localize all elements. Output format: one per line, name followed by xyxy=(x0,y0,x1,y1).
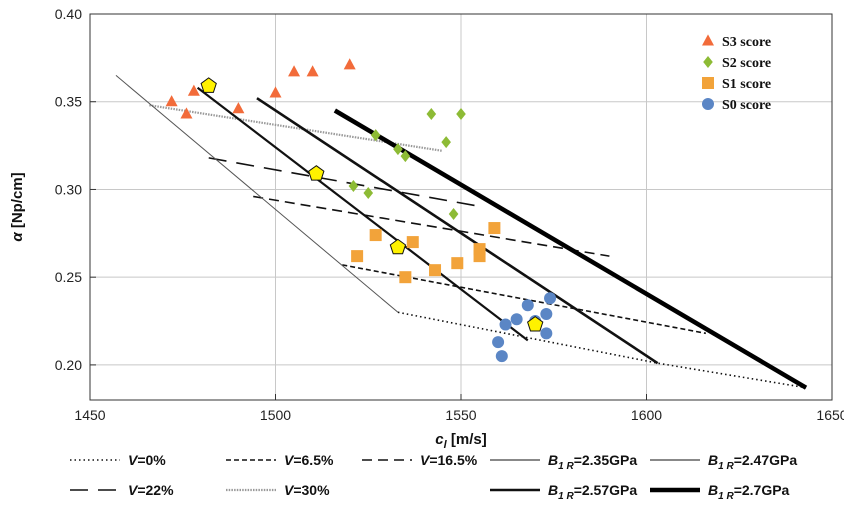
legend-entry: V=30% xyxy=(284,482,330,498)
data-points xyxy=(165,58,557,363)
legend-entry: B1 R=2.47GPa xyxy=(708,452,797,472)
x-tick-label: 1500 xyxy=(260,407,291,423)
data-point-triangle xyxy=(165,95,178,107)
series-line xyxy=(196,86,529,342)
series-line xyxy=(397,311,807,389)
data-point-diamond xyxy=(456,108,466,121)
legend-entry: V=6.5% xyxy=(284,452,334,468)
data-point-square xyxy=(351,250,364,263)
data-point-triangle xyxy=(187,84,200,96)
y-tick-label: 0.40 xyxy=(55,6,82,22)
y-axis-label: α [Np/cm] xyxy=(9,172,26,241)
x-tick-label: 1450 xyxy=(74,407,105,423)
legend-entry: B1 R=2.35GPa xyxy=(548,452,637,472)
data-point-diamond xyxy=(348,179,359,192)
highlight-point xyxy=(389,238,407,255)
series-line xyxy=(253,195,610,257)
data-point-square xyxy=(429,264,442,277)
data-point-triangle xyxy=(232,102,245,114)
data-point-diamond xyxy=(441,136,451,149)
data-point-triangle xyxy=(343,58,356,70)
tick-labels: 1450 1500 1550 1600 1650 0.20 0.25 0.30 0.35 0.40 xyxy=(55,6,844,423)
legend-label: S1 score xyxy=(722,77,771,92)
series-line xyxy=(256,97,659,365)
x-tick-label: 1650 xyxy=(816,407,844,423)
data-point-triangle xyxy=(306,65,319,77)
data-point-square xyxy=(406,236,419,249)
legend-entry: B1 R=2.7GPa xyxy=(708,482,790,502)
data-point-triangle xyxy=(288,65,301,77)
data-point-circle xyxy=(510,313,523,326)
highlight-point xyxy=(308,165,325,181)
highlight-point xyxy=(527,315,544,332)
y-tick-label: 0.35 xyxy=(55,94,82,110)
data-point-circle xyxy=(521,299,534,312)
data-point-circle xyxy=(540,308,553,321)
data-point-diamond xyxy=(370,129,381,142)
legend-label: S0 score xyxy=(722,98,771,113)
data-point-circle xyxy=(495,350,508,363)
y-tick-label: 0.25 xyxy=(55,269,82,285)
data-point-diamond xyxy=(448,208,459,221)
data-point-circle xyxy=(540,327,553,340)
data-point-diamond xyxy=(363,186,374,199)
series-line xyxy=(115,75,399,313)
data-point-square xyxy=(451,257,464,270)
legend: S3 score S2 score S1 score S0 score xyxy=(702,34,771,113)
legend-marker xyxy=(702,98,714,110)
series-line xyxy=(208,157,484,208)
highlight-point xyxy=(200,77,217,93)
x-axis-label: cl [m/s] xyxy=(435,431,486,451)
legend-marker xyxy=(702,77,714,89)
legend-entry: B1 R=2.57GPa xyxy=(548,482,637,502)
legend-entry: V=0% xyxy=(128,452,166,468)
data-point-diamond xyxy=(393,143,403,156)
data-point-circle xyxy=(544,292,557,305)
series-line xyxy=(333,108,808,390)
data-point-square xyxy=(399,271,412,284)
bottom-legend: V=0% V=6.5% V=16.5% B1 R=2.35GPa B1 R=2.47GP… xyxy=(70,452,797,502)
data-point-triangle xyxy=(180,107,193,119)
data-point-circle xyxy=(492,336,505,349)
series-line xyxy=(342,264,707,335)
data-point-square xyxy=(369,229,382,242)
legend-label: S2 score xyxy=(722,56,771,71)
grid xyxy=(89,13,833,400)
x-tick-label: 1550 xyxy=(445,407,476,423)
data-point-square xyxy=(488,222,501,235)
data-point-square xyxy=(473,250,486,263)
legend-marker xyxy=(702,34,714,46)
y-tick-label: 0.30 xyxy=(55,181,82,197)
data-point-circle xyxy=(499,318,512,331)
legend-entry: V=22% xyxy=(128,482,174,498)
y-tick-label: 0.20 xyxy=(55,357,82,373)
data-point-diamond xyxy=(426,108,437,121)
axes xyxy=(89,13,833,401)
x-tick-label: 1600 xyxy=(631,407,662,423)
data-point-diamond xyxy=(400,150,411,163)
legend-marker xyxy=(703,56,713,68)
v-lines xyxy=(115,75,808,390)
legend-label: S3 score xyxy=(722,35,771,50)
legend-entry: V=16.5% xyxy=(420,452,478,468)
data-point-triangle xyxy=(269,86,282,98)
